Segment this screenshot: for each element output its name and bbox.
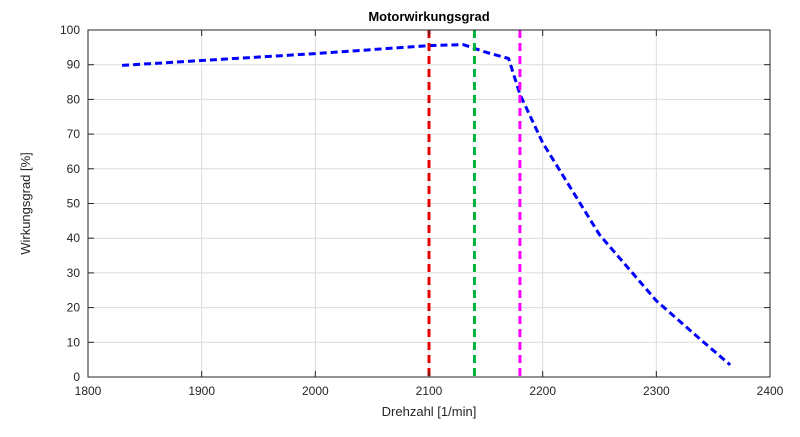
y-tick-label: 10 (67, 335, 81, 349)
y-tick-label: 0 (73, 370, 80, 384)
y-tick-label: 100 (60, 23, 80, 37)
series-layer (122, 43, 732, 367)
y-tick-label: 20 (67, 301, 81, 315)
x-tick-label: 1900 (188, 384, 215, 398)
y-tick-label: 30 (67, 266, 81, 280)
vline-layer (427, 30, 522, 377)
x-tick-label: 2400 (757, 384, 784, 398)
x-tick-label: 2100 (416, 384, 443, 398)
y-tick-label: 90 (67, 58, 81, 72)
efficiency-series-line (122, 43, 732, 367)
y-tick-label: 80 (67, 92, 81, 106)
y-tick-label: 70 (67, 127, 81, 141)
y-tick-label: 60 (67, 162, 81, 176)
x-tick-label: 1800 (75, 384, 102, 398)
x-tick-label: 2300 (643, 384, 670, 398)
y-tick-label: 50 (67, 197, 81, 211)
x-tick-label: 2000 (302, 384, 329, 398)
tick-layer: 1800 1900 2000 2100 2200 2300 2400 0 10 20 30 40 50 6… (60, 23, 784, 398)
x-tick-label: 2200 (529, 384, 556, 398)
chart-title: Motorwirkungsgrad (368, 9, 489, 24)
y-tick-label: 40 (67, 231, 81, 245)
y-axis-label: Wirkungsgrad [%] (18, 152, 33, 255)
x-axis-label: Drehzahl [1/min] (382, 404, 477, 419)
